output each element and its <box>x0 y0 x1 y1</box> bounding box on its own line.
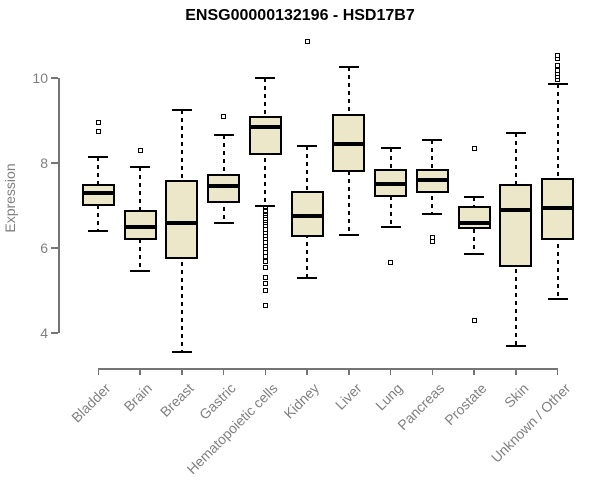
whisker-cap-high-unknown-other <box>547 83 568 86</box>
whisker-cap-low-gastric <box>213 221 234 224</box>
box-kidney <box>290 190 324 238</box>
y-axis-line <box>58 78 60 333</box>
whisker-cap-high-bladder <box>88 155 109 158</box>
outlier-hematopoietic-cells <box>262 275 268 281</box>
y-tick-label: 6 <box>40 240 48 256</box>
whisker-cap-low-unknown-other <box>547 298 568 300</box>
whisker-cap-low-liver <box>338 234 359 237</box>
whisker-cap-low-brain <box>130 270 151 273</box>
outlier-unknown-other <box>555 62 561 68</box>
whisker-cap-high-prostate <box>464 196 485 198</box>
median-prostate <box>457 220 491 225</box>
whisker-cap-high-skin <box>505 132 526 135</box>
whisker-cap-high-gastric <box>213 134 234 137</box>
outlier-lung <box>388 260 394 266</box>
outlier-pancreas <box>429 239 435 245</box>
x-axis-tick <box>97 368 100 375</box>
x-tick-label-lung: Lung <box>372 380 406 414</box>
x-axis-tick <box>431 368 434 375</box>
whisker-cap-high-breast <box>171 108 192 111</box>
x-axis-tick <box>264 368 267 375</box>
x-axis-tick <box>556 368 559 375</box>
y-axis-tick <box>51 247 58 249</box>
x-tick-label-bladder: Bladder <box>68 380 114 426</box>
median-breast <box>165 220 199 225</box>
whisker-cap-low-prostate <box>464 253 485 256</box>
median-liver <box>332 141 366 146</box>
median-hematopoietic-cells <box>248 124 282 129</box>
x-axis-line <box>98 368 558 370</box>
box-brain <box>123 209 157 240</box>
outlier-hematopoietic-cells <box>262 265 268 271</box>
median-brain <box>123 224 157 229</box>
x-axis-tick <box>515 368 517 375</box>
x-axis-tick <box>181 368 183 375</box>
outlier-prostate <box>471 145 477 151</box>
outlier-hematopoietic-cells <box>262 288 268 293</box>
x-tick-label-kidney: Kidney <box>280 380 323 422</box>
x-tick-label-unknown-other: Unknown / Other <box>487 380 573 466</box>
outlier-prostate <box>471 317 477 323</box>
outlier-hematopoietic-cells <box>262 254 268 259</box>
x-axis-tick <box>348 368 350 375</box>
x-axis-tick <box>473 368 475 375</box>
whisker-cap-low-pancreas <box>422 213 443 215</box>
y-axis-tick <box>51 77 58 79</box>
whisker-cap-low-lung <box>380 225 401 228</box>
x-tick-label-breast: Breast <box>157 380 198 420</box>
x-axis-tick <box>139 368 141 375</box>
y-tick-label: 8 <box>40 155 48 171</box>
outlier-hematopoietic-cells <box>262 259 268 265</box>
whisker-cap-high-lung <box>380 147 401 150</box>
outlier-bladder <box>95 120 101 126</box>
whisker-cap-low-hematopoietic-cells <box>255 204 276 207</box>
median-kidney <box>290 214 324 219</box>
whisker-cap-high-brain <box>130 166 151 169</box>
outlier-hematopoietic-cells <box>262 302 268 308</box>
box-breast <box>165 180 199 259</box>
y-axis-tick <box>51 332 58 334</box>
box-gastric <box>207 173 241 204</box>
x-axis-tick <box>306 368 308 375</box>
outlier-bladder <box>95 128 101 134</box>
whisker-cap-low-bladder <box>88 230 109 232</box>
box-skin <box>499 184 533 268</box>
outlier-hematopoietic-cells <box>262 280 268 286</box>
x-axis-tick <box>389 368 392 375</box>
x-tick-label-skin: Skin <box>500 380 532 411</box>
y-tick-label: 10 <box>32 70 48 86</box>
median-pancreas <box>415 178 449 182</box>
x-tick-label-liver: Liver <box>331 380 365 413</box>
whisker-cap-high-liver <box>338 66 359 69</box>
outlier-gastric <box>221 113 227 119</box>
box-hematopoietic-cells <box>248 116 282 155</box>
box-prostate <box>457 205 491 229</box>
y-tick-label: 4 <box>40 325 48 341</box>
outlier-unknown-other <box>555 53 561 59</box>
median-skin <box>499 207 533 212</box>
outlier-brain <box>137 147 143 153</box>
whisker-cap-low-skin <box>505 344 526 347</box>
y-axis-tick <box>51 162 58 164</box>
x-tick-label-brain: Brain <box>120 380 156 415</box>
whisker-cap-low-kidney <box>297 276 318 279</box>
x-axis-tick <box>222 368 225 375</box>
chart-title: ENSG00000132196 - HSD17B7 <box>185 7 415 24</box>
whisker-cap-low-breast <box>171 351 192 354</box>
box-bladder <box>81 184 115 206</box>
median-lung <box>374 182 408 187</box>
median-gastric <box>207 184 241 189</box>
outlier-kidney <box>304 39 310 45</box>
whisker-cap-high-kidney <box>297 145 318 147</box>
outlier-unknown-other <box>555 67 561 73</box>
whisker-cap-high-hematopoietic-cells <box>255 77 276 79</box>
median-unknown-other <box>541 205 575 210</box>
whisker-cap-high-pancreas <box>422 138 443 141</box>
x-tick-label-prostate: Prostate <box>441 380 490 429</box>
median-bladder <box>81 190 115 195</box>
